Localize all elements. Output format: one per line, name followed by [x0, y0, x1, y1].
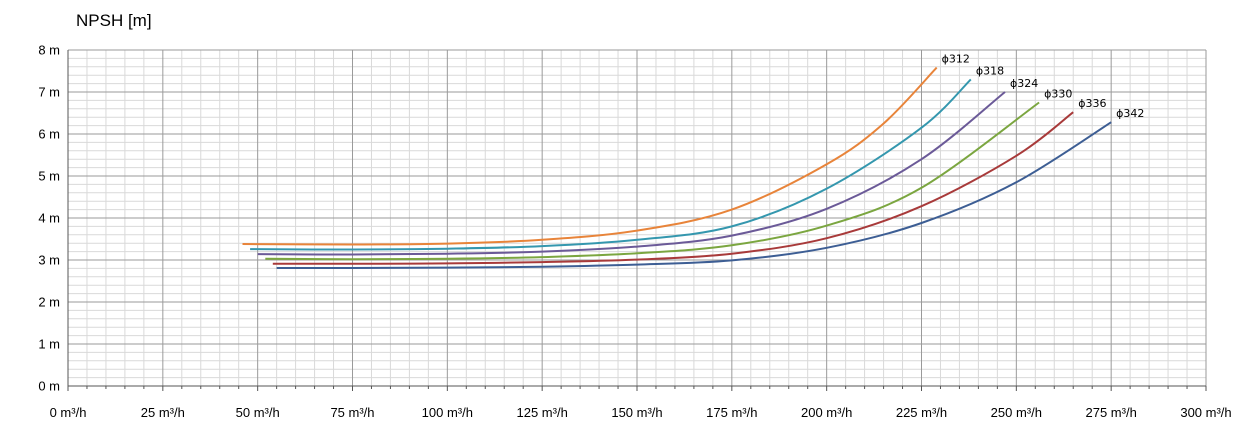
series-line-3 [257, 91, 1006, 256]
x-tick-label: 150 m³/h [611, 405, 662, 420]
x-tick-label: 175 m³/h [706, 405, 757, 420]
series-label-5: ϕ336 [1078, 97, 1106, 110]
series-line-5 [272, 111, 1074, 265]
y-tick-labels: 0 m 1 m 2 m 3 m 4 m 5 m 6 m 7 m 8 m [38, 43, 60, 394]
x-tick-label: 225 m³/h [896, 405, 947, 420]
x-tick-label: 50 m³/h [236, 405, 280, 420]
y-tick-label: 1 m [38, 337, 60, 352]
series-label-6: ϕ342 [1116, 107, 1144, 120]
series-label-3: ϕ324 [1010, 77, 1038, 90]
axes [67, 50, 1207, 391]
y-tick-label: 3 m [38, 253, 60, 268]
y-tick-label: 2 m [38, 295, 60, 310]
x-tick-label: 275 m³/h [1086, 405, 1137, 420]
x-tick-label: 100 m³/h [422, 405, 473, 420]
series-line-6 [276, 121, 1112, 270]
x-tick-label: 25 m³/h [141, 405, 185, 420]
series-labels: ϕ312 ϕ318 ϕ324 ϕ330 ϕ336 ϕ342 [942, 53, 1145, 121]
y-tick-label: 0 m [38, 379, 60, 394]
y-tick-label: 4 m [38, 211, 60, 226]
series-line-2 [250, 78, 972, 251]
series-line-4 [265, 101, 1040, 261]
x-tick-label: 300 m³/h [1180, 405, 1231, 420]
y-tick-label: 5 m [38, 169, 60, 184]
series-label-1: ϕ312 [942, 53, 970, 66]
series-line-1 [242, 66, 938, 246]
y-tick-label: 7 m [38, 85, 60, 100]
y-axis-title: NPSH [m] [76, 11, 152, 30]
x-tick-label: 250 m³/h [991, 405, 1042, 420]
x-tick-label: 125 m³/h [517, 405, 568, 420]
series-label-4: ϕ330 [1044, 88, 1072, 101]
x-tick-label: 0 m³/h [50, 405, 87, 420]
x-tick-label: 200 m³/h [801, 405, 852, 420]
y-tick-label: 8 m [38, 43, 60, 58]
x-tick-label: 75 m³/h [330, 405, 374, 420]
series-group [242, 66, 1112, 270]
series-label-2: ϕ318 [976, 64, 1004, 77]
y-tick-label: 6 m [38, 127, 60, 142]
x-tick-labels: 0 m³/h 25 m³/h 50 m³/h 75 m³/h 100 m³/h 125 m… [50, 405, 1232, 420]
